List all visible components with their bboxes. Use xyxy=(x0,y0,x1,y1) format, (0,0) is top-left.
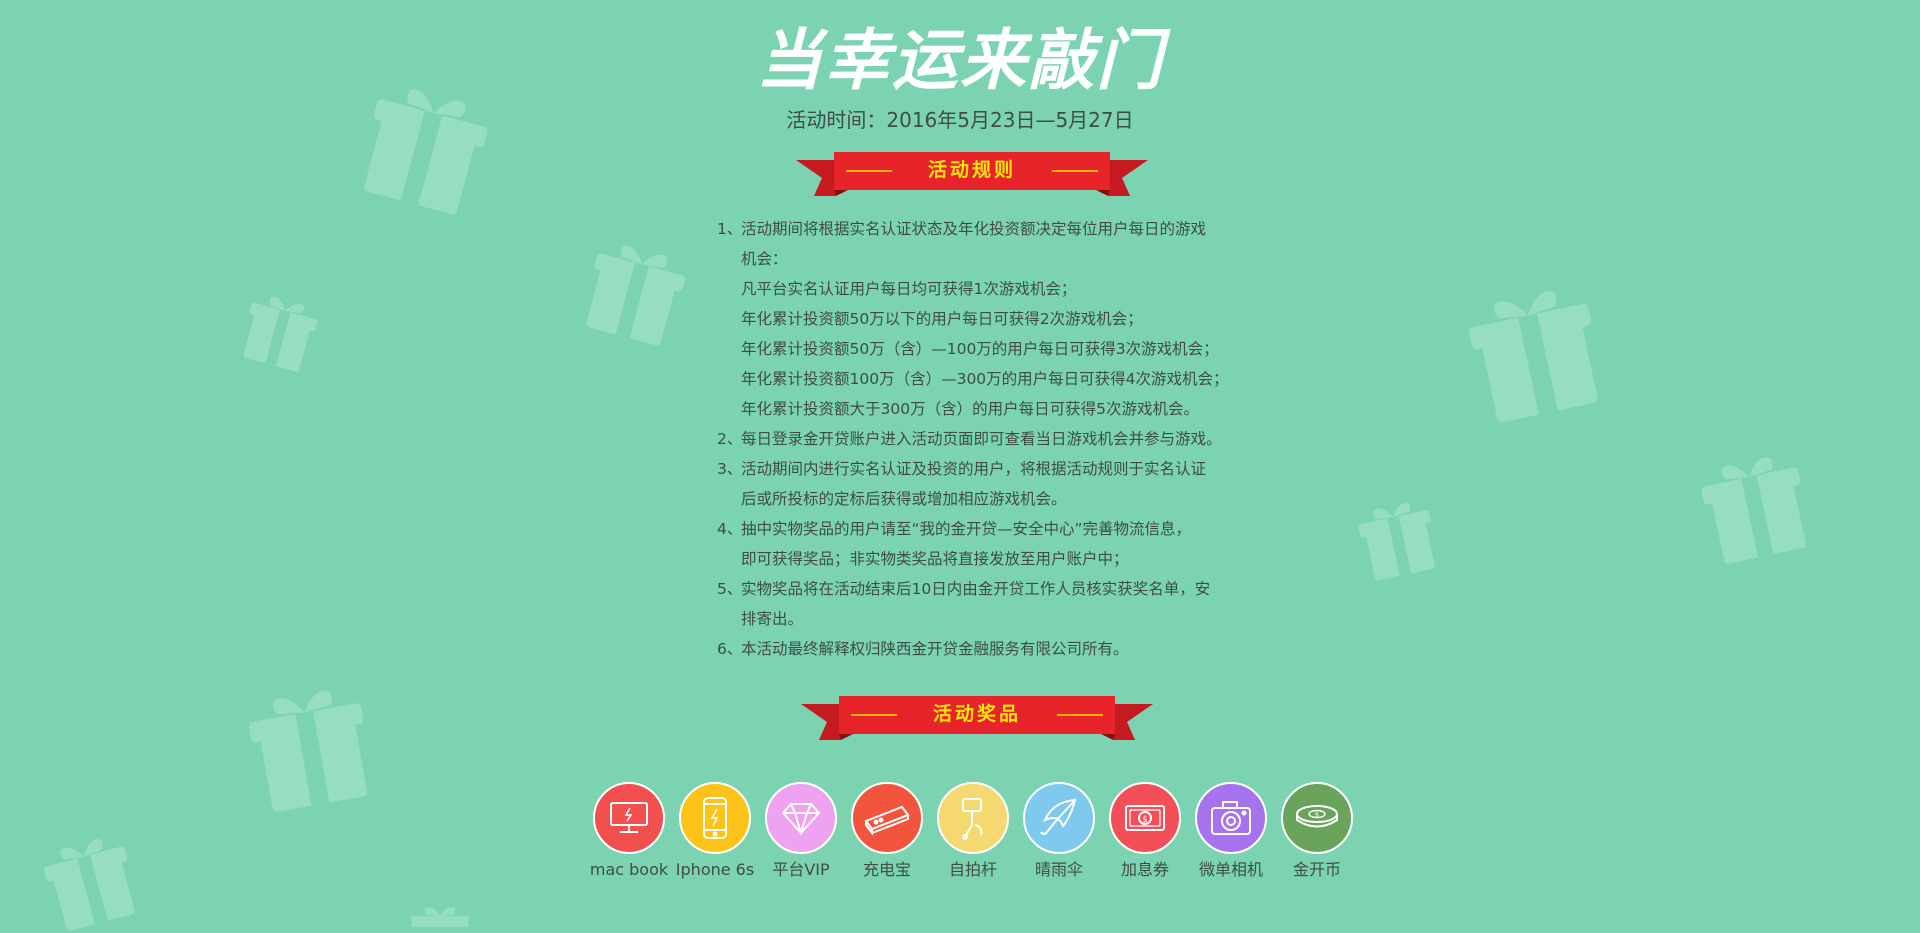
prizes-ribbon: 活动奖品 xyxy=(801,694,1153,740)
rule-text: 年化累计投资额大于300万（含）的用户每日可获得5次游戏机会。 xyxy=(741,400,1199,418)
gift-decoration-icon xyxy=(411,906,469,927)
rule-text: 排寄出。 xyxy=(741,610,804,628)
prize-label: 金开币 xyxy=(1292,860,1341,879)
page-title: 当幸运来敲门 xyxy=(756,22,1164,99)
selfie-stick-icon xyxy=(937,782,1009,854)
rule-item: 6、 本活动最终解释权归陕西金开贷金融服务有限公司所有。 xyxy=(717,634,1257,664)
prize-item[interactable]: 充电宝 xyxy=(844,782,930,880)
prize-item[interactable]: Iphone 6s xyxy=(672,782,758,880)
prize-label: Iphone 6s xyxy=(675,860,755,879)
rule-text: 年化累计投资额50万（含）—100万的用户每日可获得3次游戏机会； xyxy=(741,340,1219,358)
prize-label: 晴雨伞 xyxy=(1034,860,1083,879)
umbrella-icon xyxy=(1023,782,1095,854)
svg-text:$: $ xyxy=(1315,811,1319,819)
gift-decoration-icon xyxy=(243,296,318,372)
prize-item[interactable]: $ 加息券 xyxy=(1102,782,1188,880)
rule-text: 每日登录金开贷账户进入活动页面即可查看当日游戏机会并参与游戏。 xyxy=(741,430,1222,448)
rule-text: 凡平台实名认证用户每日均可获得1次游戏机会； xyxy=(741,280,1077,298)
rule-item: 3、 活动期间内进行实名认证及投资的用户，将根据活动规则于实名认证 后或所投标的… xyxy=(717,454,1257,514)
prize-item[interactable]: 自拍杆 xyxy=(930,782,1016,880)
rules-heading: 活动规则 xyxy=(927,159,1016,181)
rule-item: 5、 实物奖品将在活动结束后10日内由金开贷工作人员核实获奖名单，安 排寄出。 xyxy=(717,574,1257,634)
rules-list: 1、 活动期间将根据实名认证状态及年化投资额决定每位用户每日的游戏 机会： 凡平… xyxy=(717,214,1257,664)
rule-item: 1、 活动期间将根据实名认证状态及年化投资额决定每位用户每日的游戏 机会： 凡平… xyxy=(717,214,1257,424)
prize-item[interactable]: mac book xyxy=(586,782,672,880)
prize-label: 微单相机 xyxy=(1198,860,1263,879)
svg-text:$: $ xyxy=(1142,815,1148,825)
prize-item[interactable]: 微单相机 xyxy=(1188,782,1274,880)
gift-decoration-icon xyxy=(248,690,367,812)
prize-item[interactable]: 晴雨伞 xyxy=(1016,782,1102,880)
prize-label: mac book xyxy=(589,860,669,879)
rule-text: 抽中实物奖品的用户请至“我的金开贷—安全中心”完善物流信息， xyxy=(741,520,1192,538)
phone-icon xyxy=(679,782,751,854)
gift-decoration-icon xyxy=(1358,502,1435,581)
rule-number: 5、 xyxy=(717,580,743,598)
rule-text: 活动期间内进行实名认证及投资的用户，将根据活动规则于实名认证 xyxy=(741,460,1207,478)
gift-decoration-icon xyxy=(1469,291,1598,423)
coupon-icon: $ xyxy=(1109,782,1181,854)
rule-number: 3、 xyxy=(717,460,743,478)
gift-decoration-icon xyxy=(364,89,488,215)
rule-text: 年化累计投资额100万（含）—300万的用户每日可获得4次游戏机会； xyxy=(741,370,1229,388)
gift-decoration-icon xyxy=(586,245,686,346)
power-bank-icon xyxy=(851,782,923,854)
prize-item[interactable]: $ 金开币 xyxy=(1274,782,1360,880)
rule-number: 2、 xyxy=(717,430,743,448)
rule-text: 机会： xyxy=(741,250,788,268)
rule-text: 活动期间将根据实名认证状态及年化投资额决定每位用户每日的游戏 xyxy=(741,220,1207,238)
rule-text: 年化累计投资额50万以下的用户每日可获得2次游戏机会； xyxy=(741,310,1143,328)
coin-icon: $ xyxy=(1281,782,1353,854)
gift-decoration-icon xyxy=(44,839,135,931)
rule-number: 6、 xyxy=(717,640,743,658)
prizes-heading: 活动奖品 xyxy=(932,703,1021,725)
rule-text: 即可获得奖品；非实物类奖品将直接发放至用户账户中； xyxy=(741,550,1129,568)
rule-item: 4、 抽中实物奖品的用户请至“我的金开贷—安全中心”完善物流信息， 即可获得奖品… xyxy=(717,514,1257,574)
camera-icon xyxy=(1195,782,1267,854)
rule-text: 实物奖品将在活动结束后10日内由金开贷工作人员核实获奖名单，安 xyxy=(741,580,1211,598)
prize-label: 平台VIP xyxy=(772,860,830,879)
rule-text: 后或所投标的定标后获得或增加相应游戏机会。 xyxy=(741,490,1067,508)
laptop-icon xyxy=(593,782,665,854)
rule-item: 2、 每日登录金开贷账户进入活动页面即可查看当日游戏机会并参与游戏。 xyxy=(717,424,1257,454)
prize-label: 自拍杆 xyxy=(948,860,997,879)
diamond-icon xyxy=(765,782,837,854)
prize-list: mac book Iphone 6s 平台VIP xyxy=(586,782,1360,880)
prize-item[interactable]: 平台VIP xyxy=(758,782,844,880)
activity-date: 活动时间：2016年5月23日—5月27日 xyxy=(786,108,1134,132)
rule-number: 4、 xyxy=(717,520,743,538)
rule-text: 本活动最终解释权归陕西金开贷金融服务有限公司所有。 xyxy=(741,640,1129,658)
prize-label: 加息券 xyxy=(1120,860,1169,879)
rules-ribbon: 活动规则 xyxy=(796,150,1148,196)
prize-label: 充电宝 xyxy=(862,860,911,879)
gift-decoration-icon xyxy=(1701,457,1806,564)
rule-number: 1、 xyxy=(717,220,743,238)
